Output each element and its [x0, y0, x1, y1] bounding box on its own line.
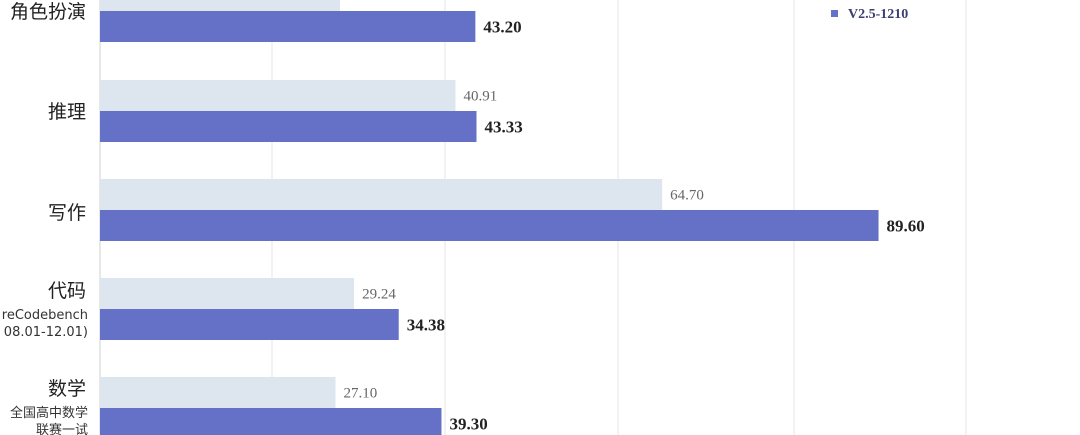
category-sublabel: 联赛一试	[36, 422, 88, 435]
value-label-baseline: 29.24	[362, 287, 396, 303]
value-label-v25: 43.33	[484, 118, 522, 137]
bar-baseline-4	[100, 377, 336, 408]
legend-swatch-v25	[831, 10, 838, 17]
bar-v25-1	[100, 111, 477, 142]
value-label-baseline: 27.10	[343, 386, 377, 402]
category-label: 推理	[48, 101, 86, 123]
bar-baseline-0	[100, 0, 340, 11]
bar-baseline-3	[100, 278, 355, 309]
labels: 43.20 角色扮演 40.91 43.33 推理 64.70 89.60 写作 29.24 34…	[2, 1, 925, 435]
value-label-baseline: 40.91	[463, 89, 497, 105]
bar-v25-2	[100, 210, 879, 241]
category-sublabel: reCodebench	[2, 308, 88, 323]
value-label-v25: 39.30	[449, 415, 487, 434]
value-label-v25: 89.60	[887, 217, 925, 236]
bar-v25-4	[100, 408, 442, 435]
value-label-baseline: 64.70	[670, 188, 704, 204]
legend-label-v25: V2.5-1210	[848, 7, 908, 22]
value-label-v25: 34.38	[407, 316, 445, 335]
bar-v25-3	[100, 309, 399, 340]
category-label: 数学	[48, 378, 86, 400]
category-label: 代码	[48, 280, 86, 302]
legend: V2.5-1210	[831, 7, 908, 22]
bar-v25-0	[100, 11, 476, 42]
bar-baseline-1	[100, 80, 456, 111]
category-sublabel: 08.01-12.01)	[4, 325, 88, 340]
bars	[100, 0, 879, 435]
category-sublabel: 全国高中数学	[10, 405, 88, 421]
category-label: 写作	[48, 202, 86, 224]
value-label-v25: 43.20	[483, 18, 521, 37]
bar-baseline-2	[100, 179, 663, 210]
category-label: 角色扮演	[10, 1, 86, 23]
